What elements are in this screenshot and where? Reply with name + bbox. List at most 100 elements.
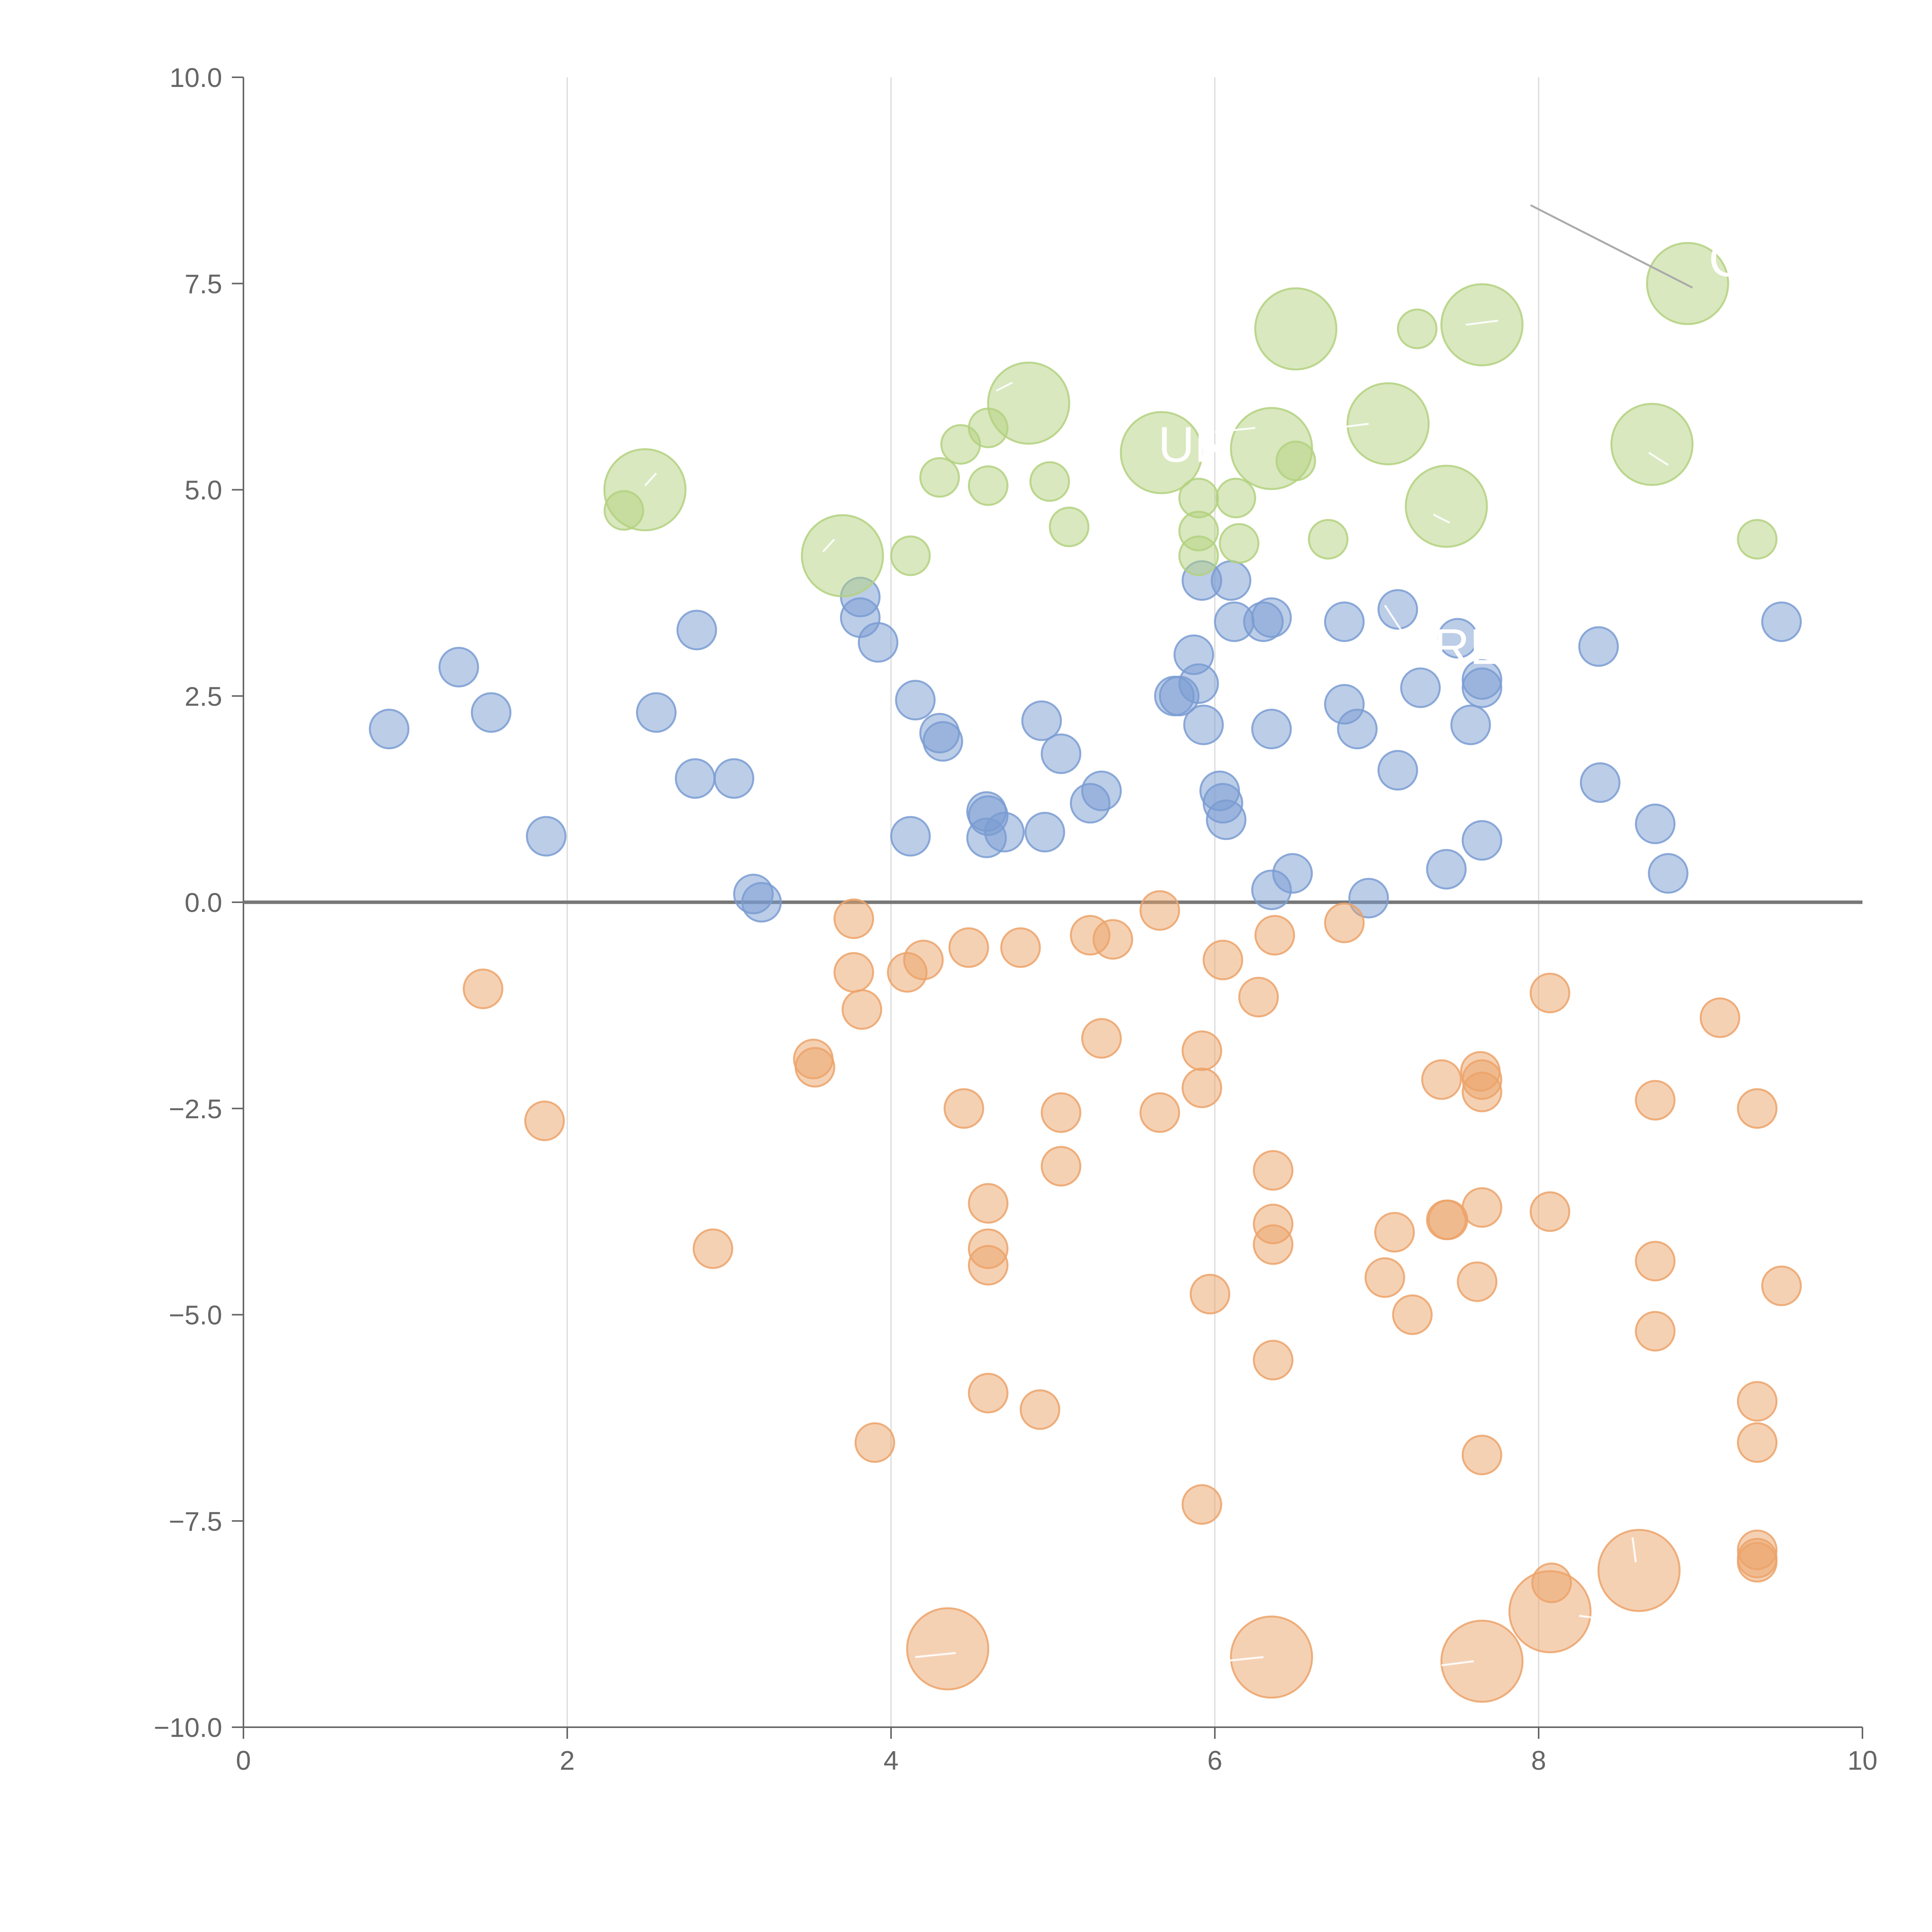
blue-bubble: [922, 721, 963, 762]
orange-bubble: [1461, 1071, 1502, 1112]
blue-bubble: [857, 622, 898, 663]
annotation-label: CI: [1709, 231, 1759, 287]
series-orange: [463, 890, 1802, 1703]
blue-bubble: [636, 692, 677, 733]
orange-bubble: [1139, 1092, 1180, 1133]
green-bubble: [1346, 382, 1430, 466]
orange-bubble: [1529, 973, 1570, 1014]
orange-bubble: [903, 939, 944, 980]
orange-bubble: [1597, 1529, 1681, 1612]
annotation-connector: [915, 1652, 956, 1658]
orange-bubble: [968, 1372, 1009, 1413]
blue-bubble: [1450, 704, 1491, 745]
orange-bubble: [1041, 1092, 1082, 1133]
orange-bubble: [1440, 1619, 1524, 1703]
y-tick-label: 0.0: [185, 888, 222, 918]
y-tick-label: 5.0: [185, 475, 222, 505]
annotation-connector: [1466, 320, 1498, 326]
annotation-connector: [1631, 1537, 1637, 1563]
blue-bubble: [1377, 750, 1418, 791]
blue-bubble: [895, 680, 936, 721]
orange-bubble: [842, 989, 883, 1030]
orange-bubble: [1364, 1257, 1405, 1298]
blue-bubble: [471, 692, 512, 733]
blue-bubble: [1251, 597, 1292, 638]
y-tick-label: −5.0: [169, 1300, 222, 1330]
annotation-connector: [1384, 605, 1402, 631]
blue-bubble: [1578, 626, 1619, 667]
x-tick-label: 10: [1847, 1745, 1878, 1776]
green-bubble: [1308, 519, 1349, 560]
blue-bubble: [1206, 799, 1247, 840]
orange-bubble: [1139, 890, 1180, 931]
green-bubble: [919, 457, 960, 498]
blue-bubble: [1324, 601, 1365, 642]
blue-bubble: [1211, 560, 1252, 601]
orange-bubble: [1238, 977, 1279, 1018]
green-bubble: [1440, 283, 1524, 366]
green-bubble: [987, 361, 1070, 445]
series-blue: [369, 560, 1802, 923]
orange-bubble: [1699, 997, 1740, 1038]
blue-bubble: [1461, 820, 1502, 861]
green-bubble: [801, 514, 884, 597]
blue-bubble: [1178, 663, 1219, 704]
orange-bubble: [1000, 927, 1041, 968]
green-bubble: [1029, 461, 1070, 502]
blue-bubble: [1024, 812, 1065, 853]
orange-bubble: [1635, 1311, 1676, 1352]
blue-bubble: [714, 758, 755, 799]
green-bubble: [1397, 308, 1438, 349]
orange-bubble: [1421, 1059, 1462, 1100]
green-bubble: [890, 535, 931, 576]
orange-bubble: [1202, 939, 1243, 980]
blue-bubble: [984, 812, 1025, 853]
blue-bubble: [1081, 770, 1122, 811]
blue-bubble: [741, 882, 782, 923]
annotation-connector: [1223, 1656, 1264, 1662]
orange-bubble: [1635, 1080, 1676, 1121]
green-bubble: [1120, 411, 1203, 494]
orange-bubble: [794, 1047, 835, 1088]
orange-bubble: [1253, 1224, 1294, 1265]
blue-bubble: [1377, 589, 1418, 630]
orange-bubble: [463, 968, 503, 1009]
annotation-label: RE: [1434, 618, 1503, 675]
blue-bubble: [1021, 700, 1062, 741]
blue-bubble: [1648, 853, 1689, 894]
orange-bubble: [1019, 1389, 1060, 1430]
annotation-connector: [1336, 423, 1369, 429]
annotation-connector: [1441, 1660, 1474, 1667]
blue-bubble: [1437, 618, 1478, 659]
blue-bubble: [1183, 704, 1224, 745]
orange-bubble: [1457, 1261, 1498, 1302]
orange-bubble: [1253, 1150, 1294, 1191]
orange-bubble: [1737, 1542, 1778, 1583]
green-bubble: [1646, 242, 1729, 325]
blue-bubble: [1251, 709, 1292, 750]
series-layer: [369, 242, 1802, 1703]
y-tick-label: 7.5: [185, 269, 222, 299]
orange-bubble: [1427, 1199, 1468, 1240]
blue-bubble: [526, 816, 567, 857]
orange-bubble: [1737, 1381, 1778, 1422]
blue-bubble: [1426, 849, 1467, 890]
blue-bubble: [676, 609, 717, 650]
orange-bubble: [1189, 1274, 1230, 1315]
annotation-connector: [1648, 452, 1669, 466]
orange-bubble: [1761, 1265, 1802, 1306]
annotation-connector: [644, 473, 657, 486]
orange-bubble: [524, 1100, 565, 1141]
orange-bubble: [948, 927, 989, 968]
blue-bubble: [1348, 878, 1389, 918]
leader-line: [1530, 204, 1693, 289]
orange-bubble: [1737, 1422, 1778, 1463]
green-bubble: [1405, 464, 1488, 548]
orange-bubble: [833, 898, 874, 939]
annotation-connector: [1433, 514, 1450, 524]
blue-bubble: [1041, 733, 1082, 774]
annotation-connector: [996, 381, 1013, 392]
orange-bubble: [944, 1088, 985, 1129]
blue-bubble: [1761, 601, 1802, 642]
